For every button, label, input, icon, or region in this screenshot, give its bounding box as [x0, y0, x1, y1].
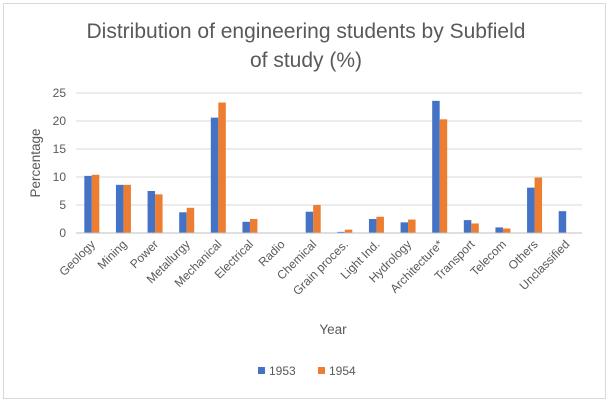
bar-1953-9 — [368, 219, 377, 233]
chart-frame — [3, 3, 606, 399]
bar-1953-15 — [558, 211, 567, 233]
bar-1954-14 — [534, 177, 543, 233]
bar-1954-12 — [471, 223, 479, 233]
bar-1954-10 — [408, 219, 416, 233]
bar-1954-1 — [123, 184, 131, 233]
bar-1953-12 — [463, 220, 472, 233]
y-tick-label: 15 — [53, 142, 67, 156]
bar-1954-9 — [376, 216, 384, 233]
bar-1953-7 — [305, 211, 314, 233]
x-axis-label: Year — [319, 322, 347, 337]
bar-1954-4 — [218, 102, 226, 234]
legend-swatch-1953 — [258, 367, 265, 374]
bar-1954-0 — [91, 174, 100, 233]
bar-1953-2 — [147, 191, 156, 233]
bar-1954-7 — [313, 205, 321, 233]
x-tick-label: Geology — [56, 237, 98, 279]
bar-1954-2 — [155, 194, 163, 233]
y-tick-label: 20 — [53, 114, 67, 128]
bar-1954-3 — [186, 207, 195, 233]
x-tick-label: Telecom — [468, 237, 509, 278]
bar-1953-0 — [84, 175, 92, 233]
legend-label-1953: 1953 — [269, 364, 296, 378]
bar-1953-1 — [115, 184, 124, 233]
chart-title-line-1: Distribution of engineering students by … — [87, 20, 526, 43]
bar-1953-13 — [495, 227, 503, 233]
bar-1954-5 — [249, 219, 258, 233]
bar-1954-8 — [344, 229, 353, 233]
bar-1953-3 — [179, 212, 187, 233]
bar-1953-11 — [432, 100, 440, 233]
y-tick-label: 5 — [59, 198, 66, 212]
bar-1954-13 — [502, 228, 511, 233]
y-tick-label: 10 — [53, 170, 67, 184]
chart-title-line-2: of study (%) — [250, 49, 362, 72]
bar-1953-10 — [400, 222, 409, 233]
bar-1953-8 — [337, 231, 345, 233]
y-tick-label: 25 — [53, 86, 67, 100]
x-tick-label: Mining — [95, 237, 130, 272]
y-tick-label: 0 — [59, 226, 66, 240]
bar-1953-5 — [242, 221, 250, 233]
y-axis-label: Percentage — [28, 128, 43, 197]
bar-1953-4 — [210, 117, 219, 233]
legend-swatch-1954 — [318, 367, 325, 374]
bar-1953-14 — [527, 187, 535, 233]
legend-label-1954: 1954 — [329, 364, 356, 378]
bar-1954-11 — [439, 119, 448, 233]
